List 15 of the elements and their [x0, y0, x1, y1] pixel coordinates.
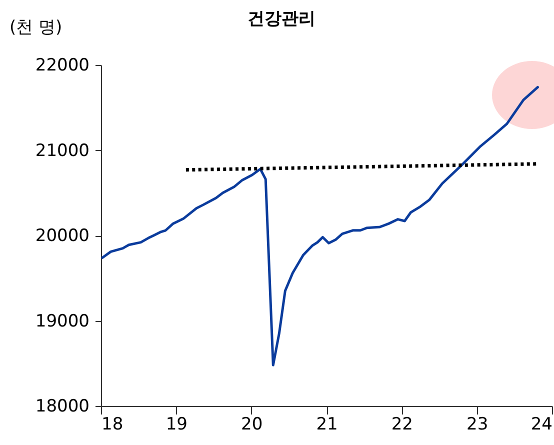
y-tick-label: 22000 — [35, 56, 90, 76]
x-tick-label: 18 — [102, 414, 124, 434]
x-tick-label: 20 — [241, 414, 263, 434]
line-series — [101, 86, 539, 366]
x-tick-label: 24 — [530, 414, 552, 434]
x-tick-label: 23 — [466, 414, 488, 434]
x-tick-label: 19 — [166, 414, 188, 434]
y-tick-label: 21000 — [35, 140, 90, 161]
chart-title: 건강관리 — [248, 9, 316, 29]
y-tick-label: 20000 — [35, 226, 90, 246]
y-axis-title: (천 명) — [10, 18, 62, 38]
x-tick-label: 21 — [316, 414, 338, 434]
y-tick-label: 18000 — [35, 396, 90, 416]
x-tick-label: 22 — [391, 414, 413, 434]
y-tick-label: 19000 — [35, 311, 90, 332]
